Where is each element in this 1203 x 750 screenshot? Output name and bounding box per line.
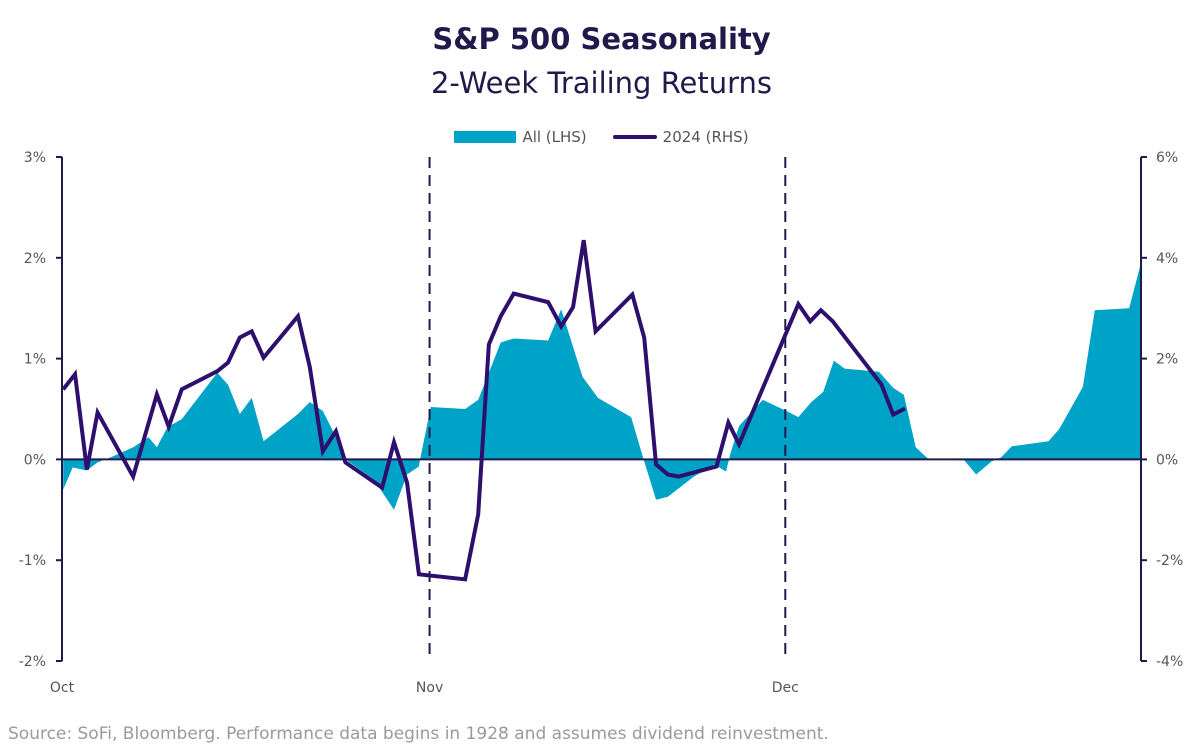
y-right-tick-label: -2% (1156, 553, 1183, 569)
y-left-tick-label: -2% (19, 654, 46, 670)
area-series-all (63, 262, 1142, 510)
x-tick-label: Nov (416, 680, 443, 696)
chart-subtitle: 2-Week Trailing Returns (430, 66, 773, 100)
y-left-tick-label: 1% (24, 352, 46, 368)
x-tick-label: Dec (772, 680, 799, 696)
line-series-2024 (61, 239, 906, 582)
y-right-tick-label: 2% (1156, 352, 1178, 368)
chart-title: S&P 500 Seasonality (432, 22, 771, 56)
legend-item-all: All (LHS) (454, 128, 587, 146)
y-right-tick-label: -4% (1156, 654, 1183, 670)
legend-label-all: All (LHS) (522, 128, 587, 146)
chart-plot: -2% -1% 0% 1% 2% 3% -4% -2% 0% 2% 4% 6% Oct Nov Dec (19, 150, 1184, 696)
legend-label-2024: 2024 (RHS) (662, 128, 749, 146)
legend-swatch-area (454, 131, 517, 143)
y-left-tick-label: 3% (24, 150, 46, 166)
legend-swatch-line (612, 135, 657, 139)
y-right-tick-label: 4% (1156, 251, 1178, 267)
y-left-tick-label: -1% (19, 553, 46, 569)
legend-item-2024: 2024 (RHS) (612, 128, 749, 146)
y-right-tick-label: 0% (1156, 452, 1178, 468)
x-tick-label: Oct (50, 680, 75, 696)
source-note: Source: SoFi, Bloomberg. Performance dat… (8, 724, 829, 744)
y-left-tick-label: 2% (24, 251, 46, 267)
legend: All (LHS) 2024 (RHS) (0, 128, 1203, 146)
y-left-tick-label: 0% (24, 452, 46, 468)
y-right-tick-label: 6% (1156, 150, 1178, 166)
